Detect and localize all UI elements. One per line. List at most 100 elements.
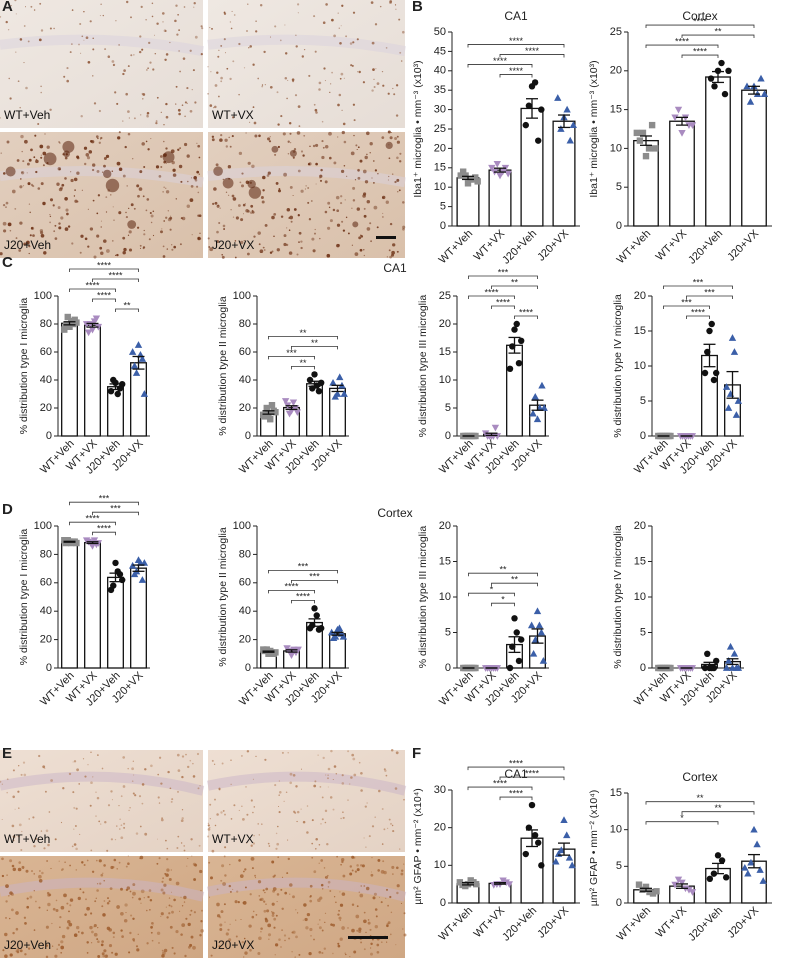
stain-speck [180, 842, 183, 844]
stain-speck [58, 226, 62, 230]
stain-speck [371, 89, 374, 92]
stain-speck [162, 245, 165, 248]
stain-speck [260, 927, 263, 930]
stain-speck [111, 240, 114, 242]
stain-speck [14, 808, 16, 810]
stain-speck [86, 156, 91, 160]
stain-speck [399, 160, 402, 163]
stain-speck [28, 245, 31, 248]
data-point [504, 170, 512, 178]
stain-speck [42, 164, 45, 167]
stain-speck [356, 864, 359, 867]
stain-speck [286, 227, 288, 229]
x-tick-label: J20+Veh [686, 905, 725, 944]
stain-speck [213, 187, 217, 191]
stain-speck [223, 38, 226, 41]
significance-label: **** [691, 307, 706, 317]
stain-speck [129, 890, 132, 893]
stain-speck [165, 115, 169, 119]
stain-speck [110, 838, 114, 841]
data-point [272, 409, 279, 416]
data-point [711, 83, 718, 90]
stain-speck [343, 140, 347, 144]
stain-speck [148, 889, 152, 892]
data-point [464, 180, 472, 187]
stain-speck [156, 862, 159, 865]
stain-speck [277, 805, 280, 808]
stain-speck [213, 763, 216, 765]
stain-speck [344, 952, 346, 954]
stain-speck [141, 142, 145, 146]
stain-speck [103, 949, 107, 953]
stain-speck [228, 194, 230, 196]
stain-speck [287, 79, 289, 81]
stain-speck [319, 786, 322, 788]
stain-speck [14, 208, 17, 210]
x-tick-label: J20+Veh [500, 905, 539, 944]
stain-speck [332, 808, 335, 811]
stain-speck [254, 134, 258, 138]
stain-speck [115, 20, 117, 22]
stain-speck [358, 927, 362, 931]
stain-speck [240, 918, 242, 921]
stain-speck [388, 157, 391, 160]
data-point [505, 881, 514, 889]
stain-speck [163, 29, 167, 33]
stain-speck [293, 148, 297, 151]
stain-speck [122, 785, 126, 788]
data-point [281, 398, 290, 405]
stain-speck [66, 902, 69, 905]
y-tick-label: 0 [445, 662, 451, 674]
stain-speck [57, 943, 61, 947]
stain-speck [324, 921, 326, 924]
data-point [459, 168, 467, 175]
stain-speck [216, 240, 220, 243]
data-point [114, 390, 121, 398]
stain-speck [101, 905, 104, 908]
stain-speck [211, 849, 215, 853]
stain-speck [160, 782, 163, 785]
stain-speck [82, 891, 85, 894]
data-point [306, 376, 314, 384]
stain-speck [322, 756, 325, 760]
stain-speck [309, 884, 313, 888]
stain-speck [9, 229, 12, 232]
stain-speck [264, 84, 266, 86]
stain-speck [300, 189, 304, 193]
y-tick-label: 20 [634, 290, 646, 302]
data-point [535, 137, 542, 144]
stain-speck [327, 880, 331, 884]
stain-speck [313, 784, 317, 788]
stain-speck [385, 774, 388, 777]
stain-speck [95, 791, 97, 793]
stain-speck [190, 838, 193, 841]
tissue-layer [0, 166, 204, 188]
stain-speck [168, 878, 172, 881]
stain-speck [350, 64, 353, 67]
stain-speck [65, 208, 69, 212]
stain-speck [164, 187, 167, 190]
stain-speck [319, 177, 321, 179]
stain-speck [114, 952, 118, 956]
stain-speck [120, 795, 123, 798]
stain-speck [198, 214, 202, 218]
stain-speck [255, 30, 258, 33]
stain-speck [5, 201, 9, 205]
stain-speck [278, 780, 281, 782]
stain-speck [101, 940, 104, 943]
stain-speck [302, 820, 306, 824]
stain-speck [71, 242, 74, 245]
stain-speck [364, 180, 369, 184]
stain-speck [146, 114, 149, 118]
stain-speck [81, 35, 84, 38]
stain-speck [101, 952, 105, 956]
stain-speck [242, 902, 245, 904]
stain-speck [321, 796, 324, 799]
data-point [110, 376, 117, 384]
stain-speck [2, 949, 5, 952]
x-tick-label: WT+VX [654, 904, 690, 940]
significance-bracket [69, 288, 116, 292]
bar [84, 541, 101, 669]
micrograph: J20+Veh [0, 855, 205, 958]
stain-speck [210, 71, 212, 73]
